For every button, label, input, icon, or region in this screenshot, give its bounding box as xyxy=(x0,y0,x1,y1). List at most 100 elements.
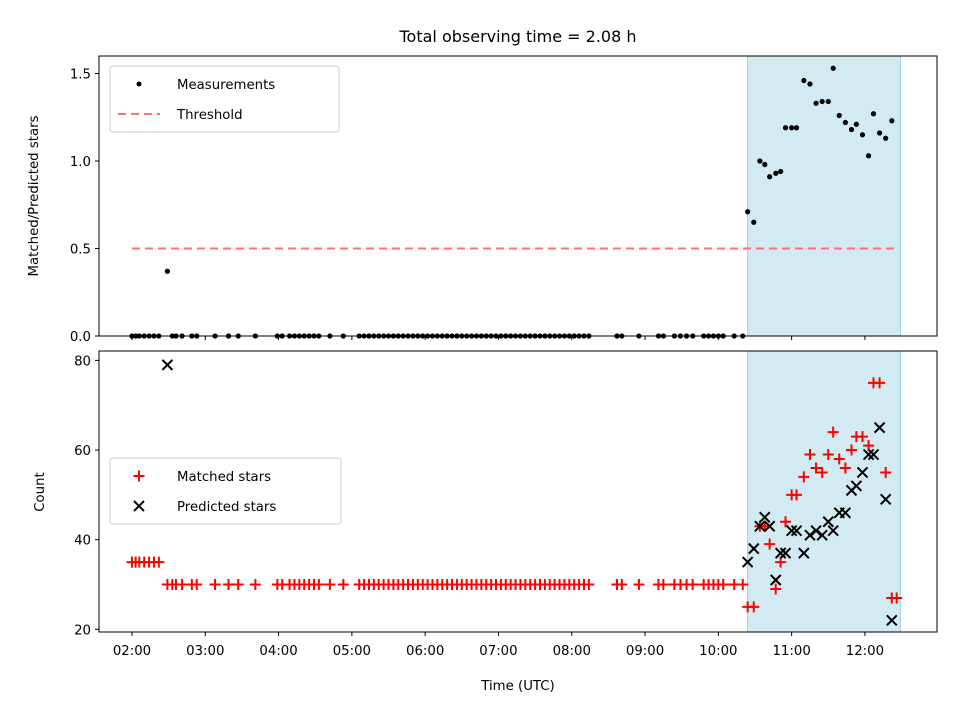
measurement-point xyxy=(789,125,795,131)
matched-star-point xyxy=(249,578,261,590)
measurement-point xyxy=(164,268,171,274)
measurement-point xyxy=(836,112,842,119)
matched-star-point xyxy=(775,556,787,568)
matched-star-point xyxy=(209,578,221,590)
top-observation-window xyxy=(747,55,901,337)
measurement-point xyxy=(762,161,768,168)
top-y-axis-label: Matched/Predicted stars xyxy=(27,115,42,276)
top-y-ticks: 0.0 0.5 1.0 1.5 xyxy=(70,68,99,345)
top-y-tick-label: 1.0 xyxy=(70,155,91,170)
matched-star-point xyxy=(324,578,336,590)
predicted-star-point xyxy=(839,507,852,519)
predicted-star-point xyxy=(816,529,828,541)
measurement-point xyxy=(842,119,848,126)
matched-star-point xyxy=(687,578,699,590)
matched-star-point xyxy=(616,578,628,590)
predicted-star-point xyxy=(804,529,816,541)
measurement-point xyxy=(889,118,895,124)
matched-star-point xyxy=(633,578,645,590)
bottom-axes-frame xyxy=(98,350,938,633)
figure-title: Total observing time = 2.08 h xyxy=(398,27,636,46)
top-axes-frame xyxy=(98,55,938,337)
x-tick-label: 10:00 xyxy=(699,644,737,659)
measurements-points xyxy=(129,65,895,339)
matched-star-point xyxy=(804,449,816,461)
matched-stars-points xyxy=(126,377,903,613)
predicted-star-point xyxy=(886,614,898,627)
measurement-point xyxy=(830,65,836,71)
matched-star-point xyxy=(856,431,868,443)
measurement-point xyxy=(813,100,819,106)
bottom-y-ticks: 20 40 60 80 xyxy=(74,354,99,638)
matched-star-point xyxy=(748,601,760,613)
matched-star-point xyxy=(863,440,875,452)
predicted-star-point xyxy=(850,480,863,492)
measurement-point xyxy=(778,168,784,175)
top-y-tick-label: 1.5 xyxy=(70,68,91,83)
x-axis-label: Time (UTC) xyxy=(480,679,555,694)
matched-star-point xyxy=(822,449,834,461)
predicted-star-point xyxy=(748,542,760,555)
predicted-star-point xyxy=(741,556,754,568)
measurement-point xyxy=(853,121,859,127)
top-x-ticks xyxy=(131,336,866,340)
predicted-star-point xyxy=(779,547,792,559)
bottom-x-ticks: 02:00 03:00 04:00 05:00 06:00 07:00 08:00 09:00… xyxy=(113,632,884,659)
measurement-point xyxy=(870,111,877,117)
matched-star-point xyxy=(232,578,244,590)
x-tick-label: 04:00 xyxy=(259,644,297,659)
legend-matched-label: Matched stars xyxy=(177,470,271,485)
matched-star-point xyxy=(845,444,857,456)
predicted-star-point xyxy=(862,448,875,461)
legend-measurements-label: Measurements xyxy=(177,78,275,93)
matched-star-point xyxy=(176,578,188,590)
measurement-point xyxy=(865,153,872,159)
predicted-star-point xyxy=(790,525,803,537)
predicted-star-point xyxy=(774,547,787,559)
matched-star-point xyxy=(874,377,886,389)
matched-star-point xyxy=(337,578,349,590)
matched-star-point xyxy=(810,462,822,474)
measurement-point xyxy=(757,158,763,164)
matched-star-point xyxy=(717,578,729,590)
measurement-point xyxy=(773,170,779,176)
legend-predicted-marker xyxy=(133,500,145,512)
top-legend: Measurements Threshold xyxy=(109,65,340,133)
predicted-star-point xyxy=(810,525,822,537)
predicted-star-point xyxy=(754,520,766,532)
x-tick-label: 08:00 xyxy=(553,644,591,659)
top-y-tick-label: 0.5 xyxy=(70,243,91,258)
measurement-point xyxy=(745,209,751,215)
matched-star-point xyxy=(798,471,810,483)
x-tick-label: 02:00 xyxy=(113,644,151,659)
predicted-star-point xyxy=(770,574,782,586)
legend-matched-marker xyxy=(133,470,145,482)
bottom-legend: Matched stars Predicted stars xyxy=(109,457,342,525)
predicted-star-point xyxy=(763,520,776,532)
measurement-point xyxy=(751,219,757,225)
measurement-point xyxy=(793,125,800,131)
predicted-star-point xyxy=(822,516,834,528)
measurement-point xyxy=(807,81,813,87)
measurement-point xyxy=(859,132,866,138)
x-tick-label: 12:00 xyxy=(846,644,884,659)
predicted-star-point xyxy=(873,421,886,434)
measurement-point xyxy=(825,98,831,105)
matched-star-point xyxy=(657,578,669,590)
predicted-star-point xyxy=(759,511,771,523)
top-panel: 0.0 0.5 1.0 1.5 Matched/Predicted stars Mea… xyxy=(27,55,938,345)
matched-star-point xyxy=(770,583,782,595)
predicted-star-point xyxy=(161,359,174,371)
bottom-y-axis-label: Count xyxy=(33,472,48,512)
predicted-stars-points xyxy=(161,359,898,627)
measurement-point xyxy=(876,130,883,136)
matched-star-point xyxy=(791,489,803,501)
bottom-legend-box xyxy=(109,457,342,525)
bottom-observation-window xyxy=(747,350,901,633)
matched-star-point xyxy=(880,466,892,478)
matched-star-point xyxy=(833,453,845,465)
matched-star-point xyxy=(891,592,903,604)
matched-star-point xyxy=(191,578,203,590)
